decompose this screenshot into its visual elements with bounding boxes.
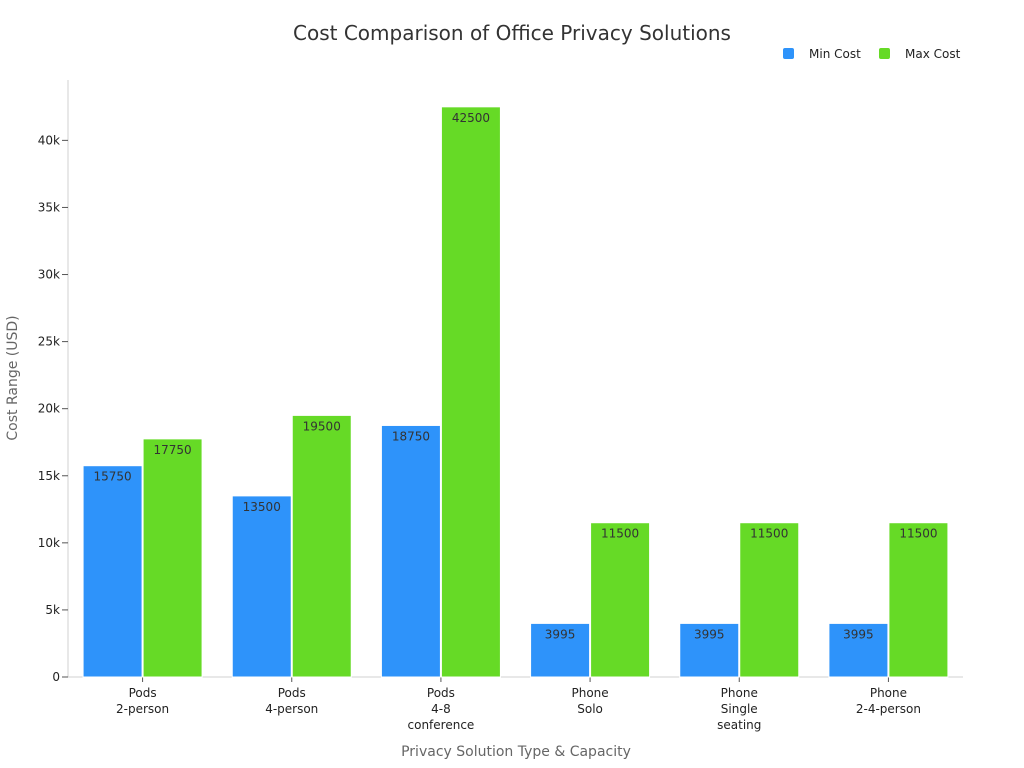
x-tick-label: Phone 2-4-person	[856, 686, 921, 716]
data-label: 13500	[243, 500, 281, 514]
legend: Min Cost Max Cost	[783, 47, 961, 61]
data-label: 11500	[899, 527, 937, 541]
y-tick-label: 0	[52, 670, 60, 684]
x-tick-label: Pods 2-person	[116, 686, 169, 716]
x-tick-label: Phone Single seating	[717, 686, 761, 732]
y-tick-label: 5k	[45, 603, 60, 617]
legend-swatch	[783, 48, 794, 59]
y-axis: 0 5k 10k 15k 20k 25k 30k 35k 40k	[38, 80, 69, 684]
x-tick-label: Pods 4-8 conference	[408, 686, 475, 732]
data-label: 3995	[545, 627, 576, 641]
legend-label: Max Cost	[905, 47, 961, 61]
data-label: 11500	[750, 527, 788, 541]
bar-min-cost	[679, 622, 740, 678]
bar-min-cost	[828, 622, 889, 678]
legend-item-min-cost[interactable]: Min Cost	[783, 47, 861, 61]
bar-max-cost	[440, 106, 501, 678]
bars	[82, 106, 949, 678]
bar-min-cost	[530, 622, 591, 678]
bar-max-cost	[590, 522, 651, 678]
data-label: 3995	[843, 627, 874, 641]
y-tick-label: 20k	[38, 402, 60, 416]
bar-min-cost	[380, 424, 441, 678]
bar-min-cost	[82, 465, 143, 678]
y-tick-label: 25k	[38, 335, 60, 349]
data-labels: 15750 17750 13500 19500 18750 42500 3995 11500 3…	[93, 111, 937, 642]
y-tick-label: 30k	[38, 268, 60, 282]
data-label: 42500	[452, 111, 490, 125]
legend-item-max-cost[interactable]: Max Cost	[879, 47, 961, 61]
data-label: 15750	[93, 470, 131, 484]
x-tick-label: Pods 4-person	[265, 686, 318, 716]
y-tick-label: 10k	[38, 536, 60, 550]
bar-min-cost	[231, 495, 292, 678]
data-label: 17750	[153, 443, 191, 457]
legend-label: Min Cost	[809, 47, 861, 61]
bar-max-cost	[291, 414, 352, 678]
data-label: 3995	[694, 627, 725, 641]
x-axis: Pods 2-person Pods 4-person Pods 4-8 conferenc…	[68, 676, 963, 732]
bar-max-cost	[888, 522, 949, 678]
legend-swatch	[879, 48, 890, 59]
y-axis-title: Cost Range (USD)	[5, 315, 21, 440]
chart-title: Cost Comparison of Office Privacy Soluti…	[293, 21, 731, 45]
bar-max-cost	[739, 522, 800, 678]
data-label: 18750	[392, 429, 430, 443]
data-label: 11500	[601, 527, 639, 541]
x-tick-label: Phone Solo	[571, 686, 608, 716]
data-label: 19500	[303, 419, 341, 433]
y-tick-label: 35k	[38, 200, 60, 214]
bar-max-cost	[142, 438, 203, 678]
y-tick-label: 40k	[38, 133, 60, 147]
x-axis-title: Privacy Solution Type & Capacity	[401, 744, 631, 760]
y-tick-label: 15k	[38, 469, 60, 483]
